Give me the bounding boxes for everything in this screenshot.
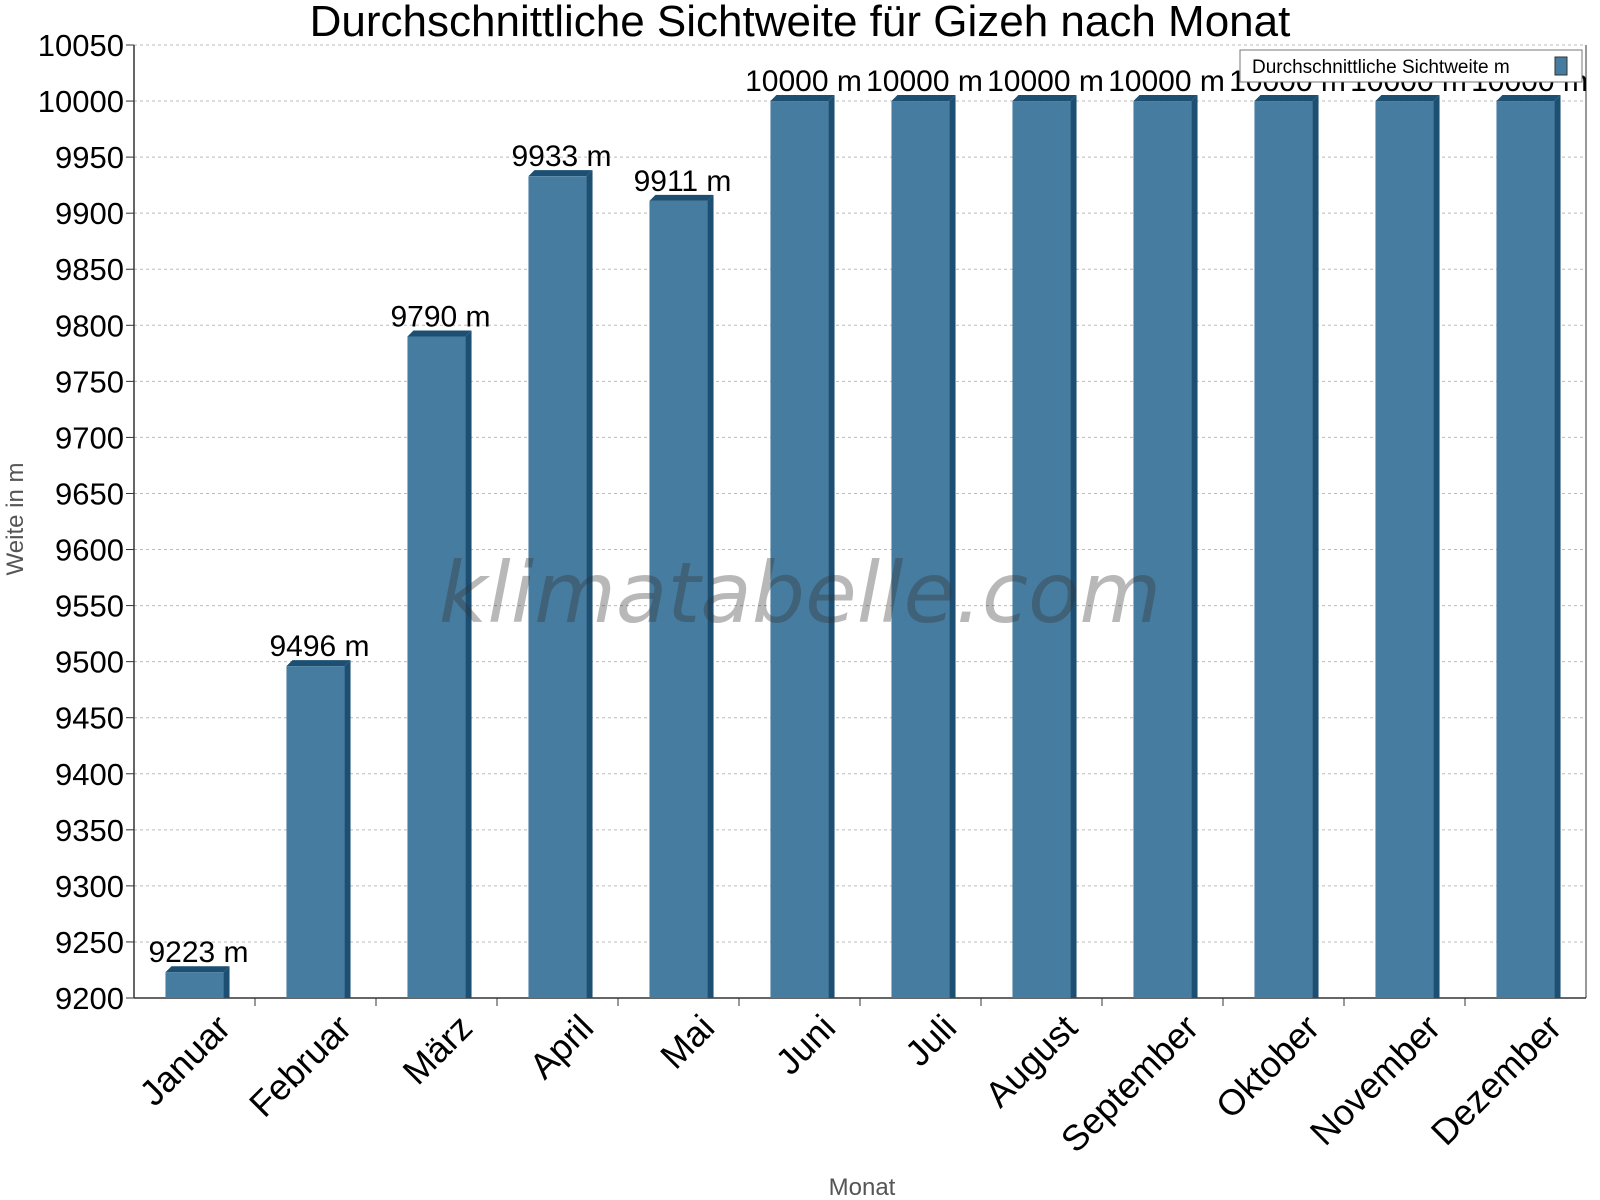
bar-side (586, 170, 593, 999)
y-tick-label: 10000 (38, 84, 124, 119)
bar-side (828, 95, 835, 998)
bar-top (407, 330, 472, 337)
bar (165, 972, 224, 998)
x-tick-label: Dezember (1423, 1007, 1569, 1153)
x-tick-label: März (395, 1007, 481, 1093)
x-tick-label: April (521, 1007, 601, 1087)
y-tick-label: 9450 (55, 701, 124, 736)
bar-top (649, 194, 714, 201)
data-label: 10000 m (745, 65, 862, 98)
bar (407, 336, 466, 999)
x-tick-label: Mai (652, 1007, 722, 1077)
bar-side (707, 194, 714, 999)
data-label: 10000 m (866, 65, 983, 98)
bar-side (1191, 95, 1198, 998)
bar-top (1254, 95, 1319, 102)
y-tick-label: 9200 (55, 981, 124, 1016)
x-tick-label: November (1302, 1007, 1448, 1153)
y-tick-label: 9700 (55, 420, 124, 455)
bar-top (1012, 95, 1077, 102)
bar-side (1433, 95, 1440, 998)
legend-entry-label: Durchschnittliche Sichtweite m (1252, 57, 1510, 78)
legend: Durchschnittliche Sichtweite m (1239, 49, 1583, 83)
x-tick-label: Februar (241, 1007, 359, 1125)
bar-side (465, 330, 472, 999)
data-label: 9496 m (269, 630, 369, 663)
bar (528, 176, 587, 999)
bars (165, 95, 1561, 999)
y-axis-label: Weite in m (2, 463, 29, 576)
bar-side (949, 95, 956, 998)
y-tick-label: 9250 (55, 925, 124, 960)
bar (770, 101, 829, 998)
y-tick-label: 9900 (55, 196, 124, 231)
legend-box (1239, 49, 1583, 83)
x-axis-ticks: Januar Februar März April Mai Juni Juli AugustS… (131, 998, 1569, 1160)
y-tick-label: 9550 (55, 589, 124, 624)
bar (649, 200, 708, 999)
bar-top (891, 95, 956, 102)
x-tick-label: Juli (897, 1007, 964, 1074)
bar-top (286, 660, 351, 667)
x-tick-label: Juni (767, 1007, 843, 1083)
y-tick-label: 9850 (55, 252, 124, 287)
y-tick-label: 9500 (55, 645, 124, 680)
bar-top (165, 966, 230, 973)
watermark: klimatabelle.com (439, 544, 1162, 642)
bar (286, 666, 345, 998)
bar (1254, 101, 1313, 998)
bar (1496, 101, 1555, 998)
bar-side (1554, 95, 1561, 998)
x-tick-label: August (977, 1007, 1085, 1115)
bar (1012, 101, 1071, 998)
bar (891, 101, 950, 998)
y-tick-label: 9300 (55, 869, 124, 904)
y-tick-label: 10050 (38, 28, 124, 63)
y-tick-label: 9750 (55, 364, 124, 399)
axes (133, 45, 1587, 999)
bar-side (1312, 95, 1319, 998)
y-tick-label: 9950 (55, 140, 124, 175)
chart-title: Durchschnittliche Sichtweite für Gizeh n… (310, 0, 1291, 46)
y-tick-label: 9800 (55, 308, 124, 343)
y-tick-label: 9400 (55, 757, 124, 792)
bar-top (1375, 95, 1440, 102)
data-label: 9790 m (390, 301, 490, 334)
legend-swatch (1554, 56, 1568, 76)
bar-side (344, 660, 351, 998)
y-tick-label: 9650 (55, 476, 124, 511)
x-tick-label: Oktober (1208, 1007, 1328, 1127)
bar-top (1133, 95, 1198, 102)
data-label: 9933 m (511, 140, 611, 173)
x-axis-label: Monat (829, 1174, 896, 1200)
bar-side (1070, 95, 1077, 998)
bar-side (223, 966, 230, 998)
data-label: 10000 m (1108, 65, 1225, 98)
grid-lines (134, 44, 1586, 943)
bar (1133, 101, 1192, 998)
bar-top (528, 170, 593, 177)
y-tick-label: 9350 (55, 813, 124, 848)
data-label: 9223 m (148, 936, 248, 969)
bar-top (770, 95, 835, 102)
data-label: 9911 m (634, 165, 732, 198)
x-tick-label: Januar (131, 1007, 238, 1114)
y-tick-label: 9600 (55, 533, 124, 568)
data-label: 10000 m (987, 65, 1104, 98)
bar (1375, 101, 1434, 998)
bar-top (1496, 95, 1561, 102)
y-axis-ticks: 9200 9250 9300 9350 9400 9450 9500 9550 9600 9650… (38, 28, 134, 1016)
